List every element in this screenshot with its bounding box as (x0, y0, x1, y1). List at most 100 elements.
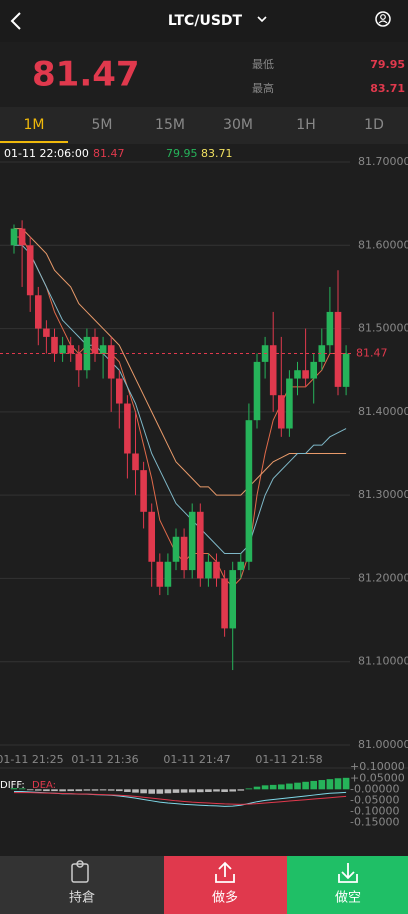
candle-body (99, 345, 107, 354)
user-icon[interactable] (375, 11, 391, 27)
moving-average (14, 244, 347, 554)
macd-bar (229, 789, 236, 792)
candle-body (43, 328, 50, 337)
y-tick-label: 81.30000 (358, 488, 408, 501)
macd-bar (269, 784, 277, 790)
macd-tick-label: +0.05000 (350, 771, 405, 784)
y-tick-label: 81.40000 (358, 405, 408, 418)
candle-body (342, 353, 350, 387)
tab[interactable]: 15M (155, 117, 185, 133)
candle-body (326, 311, 334, 346)
candle-body (35, 295, 42, 329)
position-label[interactable]: 持倉 (69, 891, 95, 906)
candle-body (156, 561, 164, 587)
macd-bar (140, 789, 147, 794)
candle-body (26, 245, 34, 296)
macd-bar (148, 789, 155, 794)
top-bar (0, 0, 408, 42)
macd-bar (91, 789, 99, 791)
tab[interactable]: 30M (223, 117, 253, 133)
candle-body (229, 570, 236, 629)
x-tick-label: 01-11 21:25 (0, 753, 64, 766)
macd-tick-label: -0.15000 (350, 815, 399, 828)
dea-label: DEA: (32, 780, 56, 791)
macd-bar (253, 786, 261, 790)
macd-bar (197, 789, 204, 793)
candle-body (188, 511, 196, 571)
macd-bar (35, 789, 42, 791)
dea-line (14, 792, 347, 805)
macd-bar (326, 779, 334, 790)
y-tick-label: 81.60000 (358, 238, 408, 251)
candle-body (213, 561, 220, 579)
macd-bar (75, 789, 83, 792)
macd-bar (261, 785, 269, 790)
candle-body (197, 511, 204, 579)
info-c: 83.71 (201, 147, 233, 160)
macd-bar (334, 778, 342, 790)
macd-bar (132, 789, 139, 793)
candle-body (221, 578, 228, 629)
y-tick-label: 81.00000 (358, 738, 408, 751)
pair-dropdown[interactable] (257, 16, 267, 23)
tab-bar (0, 107, 408, 144)
long-icon (215, 861, 235, 883)
macd-bar (59, 789, 66, 792)
low-label: 最低 (252, 58, 274, 71)
candle-body (172, 536, 180, 562)
x-tick-label: 01-11 21:47 (163, 753, 230, 766)
candle-body (107, 345, 115, 379)
tab[interactable]: 1M (24, 117, 45, 133)
short-icon (338, 863, 358, 883)
macd-bar (294, 782, 301, 790)
macd-bar (156, 789, 164, 794)
tab[interactable]: 1H (296, 117, 315, 133)
macd-bar (172, 789, 180, 793)
candle-body (164, 561, 172, 587)
y-tick-label: 81.70000 (358, 155, 408, 168)
macd-bar (188, 789, 196, 793)
info-a: 81.47 (93, 147, 125, 160)
current-price-label: 81.47 (356, 347, 388, 360)
macd-bar (124, 789, 131, 792)
macd-bar (180, 789, 188, 793)
candle-body (245, 420, 253, 562)
x-tick-label: 01-11 21:36 (71, 753, 138, 766)
candle-body (310, 361, 317, 379)
candle-body (59, 345, 66, 354)
candle-body (253, 361, 261, 421)
long-label[interactable]: 做多 (212, 890, 238, 906)
candle-body (132, 453, 139, 471)
short-label[interactable]: 做空 (335, 891, 361, 906)
macd-bar (67, 789, 74, 792)
dif-label: DIFF: (0, 780, 25, 791)
candle-body (91, 336, 99, 354)
tab[interactable]: 5M (92, 117, 113, 133)
macd-bar (286, 783, 293, 790)
position-icon (71, 860, 89, 883)
macd-bar (310, 780, 317, 790)
macd-bar (302, 781, 309, 790)
candle-body (140, 470, 147, 512)
pair-title[interactable]: LTC/USDT (168, 13, 243, 29)
x-tick-label: 01-11 21:58 (255, 753, 322, 766)
candle-body (116, 378, 123, 404)
macd-bar (26, 789, 34, 791)
candle-body (278, 395, 285, 429)
back-button[interactable] (10, 12, 21, 30)
info-b: 79.95 (166, 147, 198, 160)
y-tick-label: 81.20000 (358, 571, 408, 584)
candle-body (318, 345, 326, 362)
candle-body (18, 228, 26, 246)
moving-average (14, 228, 347, 496)
tab[interactable]: 1D (364, 117, 384, 133)
candle-body (148, 511, 155, 562)
macd-tick-label: -0.05000 (350, 793, 399, 806)
macd-bar (43, 789, 50, 792)
candle-body (286, 378, 293, 429)
candle-body (302, 370, 309, 379)
macd-tick-label: +0.10000 (350, 760, 405, 773)
candle-body (51, 336, 58, 354)
